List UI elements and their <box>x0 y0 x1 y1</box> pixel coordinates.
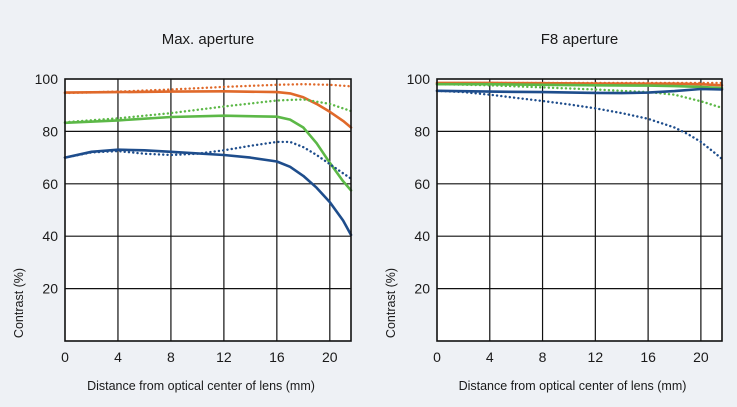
x-tick-label: 12 <box>588 349 604 365</box>
x-tick-label: 4 <box>486 349 494 365</box>
series-line-5-solid <box>63 148 353 237</box>
x-tick-label: 4 <box>114 349 122 365</box>
y-tick-label: 20 <box>414 281 430 297</box>
plot-area <box>65 79 351 341</box>
series-line-1-solid <box>63 90 353 129</box>
series-line-2-dotted <box>63 83 353 95</box>
series-line-3-solid <box>63 114 353 192</box>
y-axis-label: Contrast (%) <box>384 268 398 338</box>
x-tick-label: 12 <box>216 349 232 365</box>
y-tick-label: 40 <box>42 228 58 244</box>
series-line-4-dotted <box>435 83 724 109</box>
series-line-3-solid <box>435 82 724 90</box>
x-tick-label: 16 <box>269 349 285 365</box>
y-tick-label: 60 <box>414 176 430 192</box>
y-axis-label: Contrast (%) <box>12 268 26 338</box>
chart-title: F8 aperture <box>541 31 619 48</box>
y-tick-label: 80 <box>42 123 58 139</box>
chart-panel-1: Max. aperture 0 4 8 12 16 20 20 40 60 80 100 Distanc… <box>12 31 353 393</box>
x-tick-label: 16 <box>640 349 656 365</box>
y-tick-label: 100 <box>407 71 431 87</box>
chart-title: Max. aperture <box>162 31 255 48</box>
y-tick-label: 100 <box>35 71 59 87</box>
x-tick-label: 0 <box>61 349 69 365</box>
x-axis-label: Distance from optical center of lens (mm… <box>459 379 687 393</box>
plot-area <box>437 79 722 341</box>
series-line-6-dotted <box>63 140 353 180</box>
y-tick-label: 40 <box>414 228 430 244</box>
y-tick-label: 60 <box>42 176 58 192</box>
y-tick-label: 20 <box>42 281 58 297</box>
x-axis-label: Distance from optical center of lens (mm… <box>87 379 315 393</box>
chart-panel-2: F8 aperture 0 4 8 12 16 20 20 40 60 80 100 Distance … <box>384 31 724 393</box>
x-tick-label: 20 <box>322 349 338 365</box>
x-tick-label: 0 <box>433 349 441 365</box>
x-tick-label: 8 <box>539 349 547 365</box>
plot-frame <box>436 78 723 342</box>
plot-frame <box>64 78 352 342</box>
series-line-4-dotted <box>63 98 353 124</box>
series-line-5-solid <box>435 87 724 95</box>
series-line-6-dotted <box>435 89 724 161</box>
x-tick-label: 20 <box>693 349 709 365</box>
x-tick-label: 8 <box>167 349 175 365</box>
y-tick-label: 80 <box>414 123 430 139</box>
